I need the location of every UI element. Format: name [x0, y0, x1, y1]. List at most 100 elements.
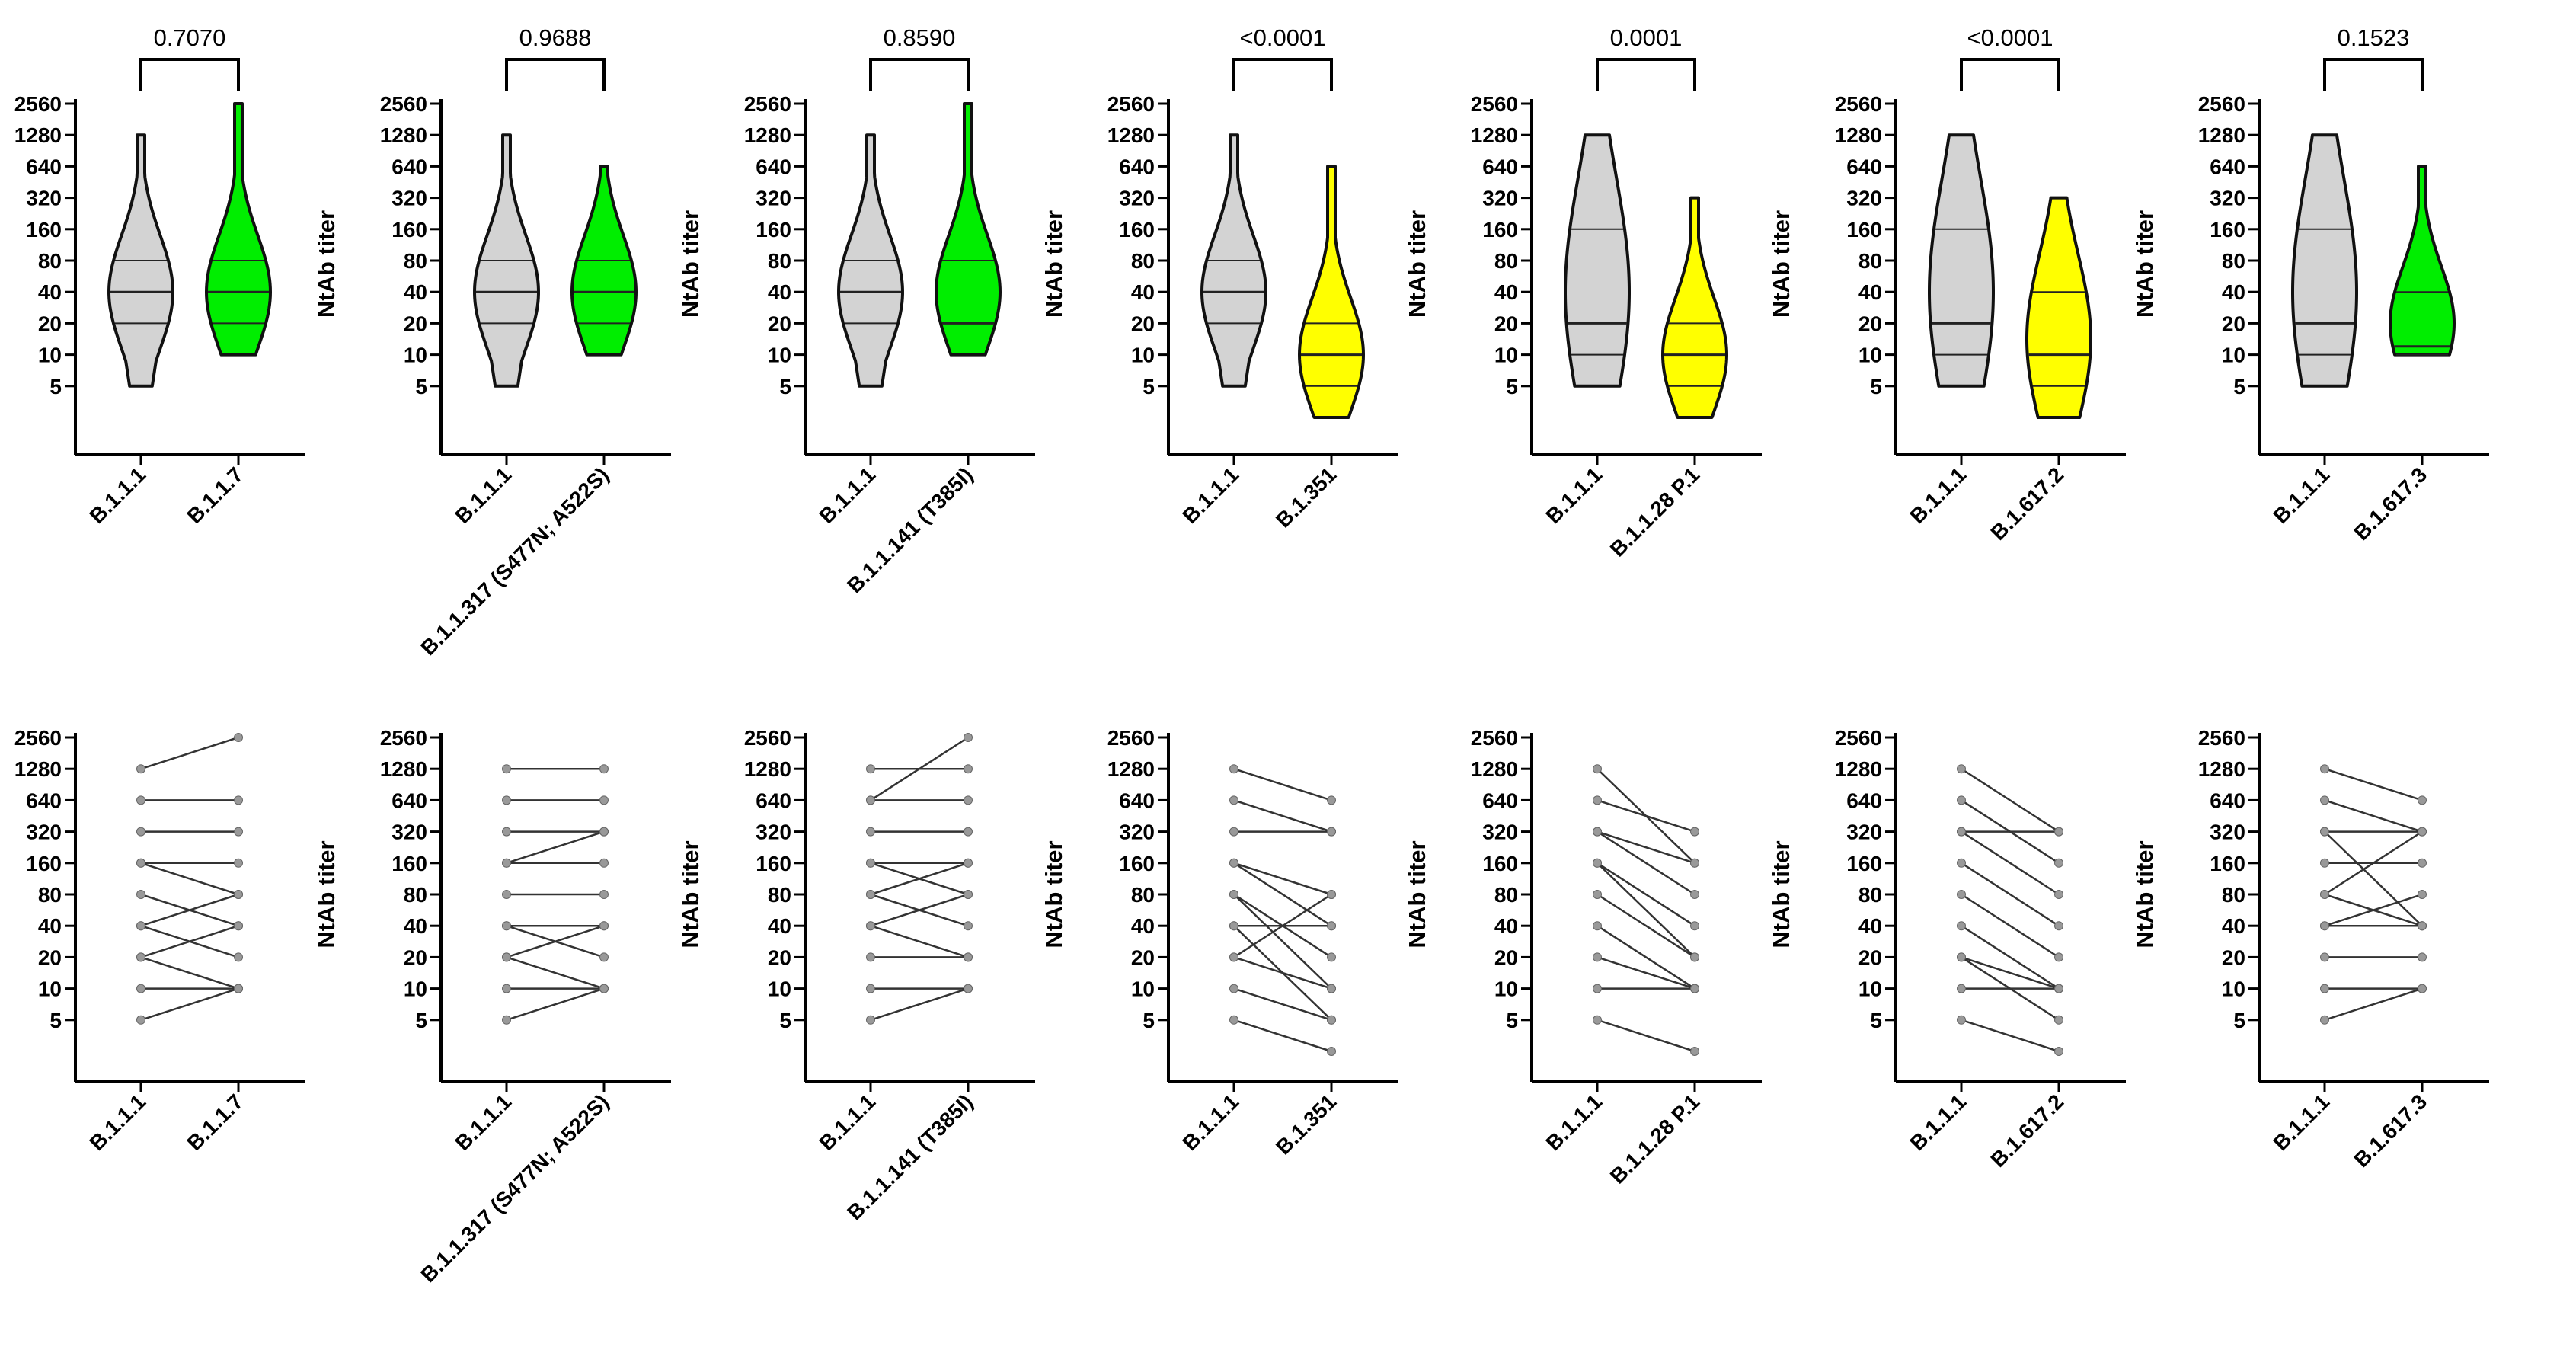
pair-line [1961, 925, 2060, 990]
y-tick-label: 320 [756, 821, 791, 844]
y-axis-label: NtAb titer [1404, 840, 1430, 948]
pair-point-variant [234, 952, 243, 962]
paired-panel-6: 2560 1280 640 320 160 80 40 20 10 5 NtAb titer B.1.… [1768, 726, 2126, 1172]
pair-line [1233, 987, 1332, 1021]
paired-panel-3: 2560 1280 640 320 160 80 40 20 10 5 NtAb titer B.1.… [677, 726, 1035, 1224]
pair-point-variant [964, 764, 973, 774]
pair-point-variant [964, 858, 973, 868]
pair-point-variant [599, 795, 609, 805]
paired-panel-2: 2560 1280 640 320 160 80 40 20 10 5 NtAb titer B.1.… [313, 726, 671, 1287]
pair-line [2324, 830, 2423, 896]
pair-point-reference [1229, 1015, 1238, 1025]
pair-point-reference [1593, 921, 1602, 931]
pair-point-reference [1593, 858, 1602, 868]
pair-point-reference [2320, 921, 2329, 931]
pair-point-reference [2320, 890, 2329, 899]
y-tick-label: 40 [1494, 280, 1518, 304]
y-tick-label: 320 [392, 821, 427, 844]
pair-point-reference [1229, 984, 1238, 993]
pair-point-reference [1229, 827, 1238, 837]
pair-point-variant [1690, 952, 1699, 962]
pair-point-reference [136, 952, 145, 962]
pair-point-reference [1957, 890, 1966, 899]
pair-point-variant [234, 827, 243, 837]
pair-point-reference [866, 984, 875, 993]
y-tick-label: 5 [1506, 375, 1518, 398]
y-tick-label: 2560 [1107, 726, 1155, 750]
violin-reference [2291, 133, 2358, 388]
significance-bracket [869, 58, 970, 91]
y-tick-label: 320 [1482, 821, 1518, 844]
y-tick-label: 40 [1131, 914, 1155, 938]
x-tick-label: B.1.1.28 P.1 [1606, 1089, 1704, 1188]
y-tick-label: 40 [1494, 914, 1518, 938]
pair-point-reference [2320, 858, 2329, 868]
y-tick-label: 80 [1494, 883, 1518, 907]
pair-line [1961, 830, 2060, 896]
y-axis-label: NtAb titer [2131, 210, 2158, 318]
pair-point-reference [1229, 921, 1238, 931]
pair-point-reference [1229, 795, 1238, 805]
y-tick-label: 10 [1858, 977, 1882, 1001]
y-tick-label: 640 [1119, 789, 1155, 812]
pair-point-variant [234, 984, 243, 993]
y-tick-label: 1280 [1107, 123, 1155, 147]
pair-line [1596, 830, 1695, 864]
y-axis-label: NtAb titer [1040, 840, 1067, 948]
x-tick-label: B.1.1.1 [1541, 462, 1606, 528]
y-tick-label: 160 [1119, 218, 1155, 242]
pair-point-variant [234, 795, 243, 805]
pair-line [1961, 768, 2060, 833]
pair-point-variant [599, 952, 609, 962]
y-tick-label: 80 [1858, 883, 1882, 907]
y-tick-label: 80 [2222, 883, 2245, 907]
significance-bracket [1596, 58, 1696, 91]
pair-point-variant [1327, 921, 1336, 931]
x-tick-label: B.1.1.317 (S477N; A522S) [416, 1089, 613, 1287]
violin-variant [1298, 165, 1365, 419]
y-tick-label: 160 [2210, 852, 2245, 875]
y-tick-label: 320 [1119, 821, 1155, 844]
y-tick-label: 320 [2210, 821, 2245, 844]
pair-point-variant [2418, 890, 2427, 899]
pair-line [506, 830, 605, 864]
y-tick-label: 320 [1119, 187, 1155, 210]
y-tick-label: 1280 [1471, 123, 1518, 147]
y-tick-label: 2560 [14, 92, 62, 116]
pair-point-variant [964, 890, 973, 899]
pair-line [140, 925, 239, 958]
pair-line [506, 987, 605, 1021]
y-tick-label: 5 [50, 1009, 62, 1032]
y-tick-label: 20 [1131, 312, 1155, 335]
x-tick-label: B.1.1.1 [1905, 1089, 1970, 1155]
y-axis-label: NtAb titer [1768, 210, 1795, 318]
pair-line [2324, 987, 2423, 1021]
pair-line [870, 987, 969, 1021]
pair-line [506, 956, 605, 990]
y-tick-label: 80 [768, 249, 791, 273]
y-tick-label: 5 [2233, 375, 2245, 398]
pair-line [1961, 862, 2060, 927]
pair-point-variant [2418, 921, 2427, 931]
pair-line [870, 736, 969, 801]
y-tick-label: 2560 [744, 92, 791, 116]
pair-point-variant [1690, 827, 1699, 837]
pair-point-variant [964, 984, 973, 993]
pair-point-variant [1690, 1047, 1699, 1056]
y-tick-label: 10 [38, 344, 62, 367]
y-tick-label: 1280 [14, 757, 62, 781]
pair-line [2324, 799, 2423, 833]
pair-point-reference [502, 827, 511, 837]
y-tick-label: 640 [1482, 155, 1518, 178]
y-tick-label: 80 [1131, 883, 1155, 907]
y-tick-label: 10 [1131, 977, 1155, 1001]
y-tick-label: 80 [1494, 249, 1518, 273]
pair-line [1596, 893, 1695, 958]
pair-point-variant [2054, 827, 2063, 837]
pair-point-reference [1593, 952, 1602, 962]
x-tick-label: B.1.1.28 P.1 [1606, 462, 1704, 561]
y-tick-label: 160 [1846, 218, 1882, 242]
pair-point-reference [136, 764, 145, 774]
pair-line [1961, 956, 2060, 990]
